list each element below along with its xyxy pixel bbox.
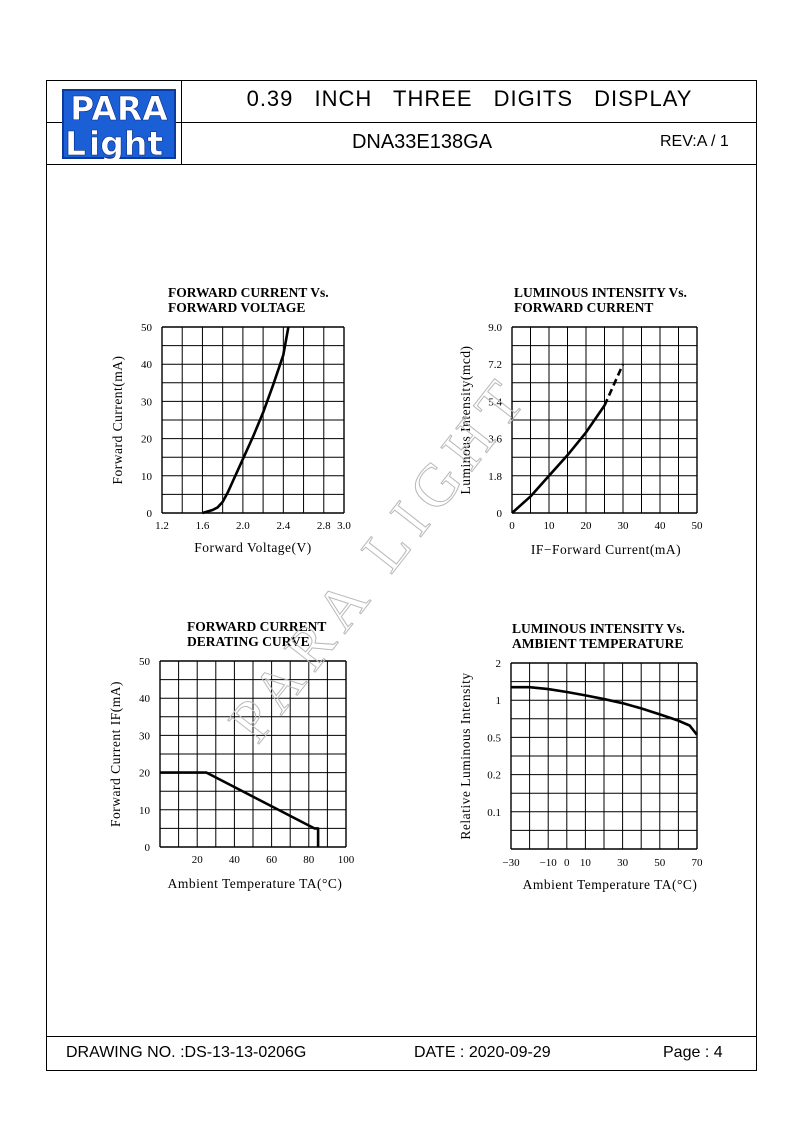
x-tick-label: 40 bbox=[655, 520, 667, 532]
x-axis-label: Ambient Temperature TA(°C) bbox=[523, 877, 698, 892]
x-tick-label: 0 bbox=[564, 857, 570, 869]
y-axis-label: Luminous Intensity(mcd) bbox=[458, 345, 473, 494]
series-line bbox=[160, 771, 320, 847]
x-tick-label: −30 bbox=[502, 857, 520, 869]
document-date: DATE : 2020-09-29 bbox=[414, 1044, 551, 1061]
document-title: 0.39 INCH THREE DIGITS DISPLAY bbox=[246, 86, 693, 111]
x-tick-label: 80 bbox=[303, 854, 315, 866]
x-tick-label: 50 bbox=[692, 520, 704, 532]
header-divider bbox=[46, 122, 757, 123]
y-tick-label: 0 bbox=[147, 508, 153, 520]
x-tick-label: 30 bbox=[618, 520, 630, 532]
x-axis-label: Ambient Temperature TA(°C) bbox=[168, 876, 343, 891]
series-line bbox=[202, 326, 290, 515]
x-tick-label: −10 bbox=[540, 857, 558, 869]
y-axis-label: Forward Current IF(mA) bbox=[108, 681, 123, 827]
x-tick-label: 3.0 bbox=[337, 520, 351, 532]
x-tick-label: 10 bbox=[544, 520, 556, 532]
chart-title-line: FORWARD CURRENT bbox=[514, 300, 653, 315]
chart-title-line: DERATING CURVE bbox=[187, 634, 310, 649]
y-tick-label: 20 bbox=[139, 768, 151, 780]
chart-title-line: FORWARD VOLTAGE bbox=[168, 300, 305, 315]
x-tick-label: 20 bbox=[192, 854, 204, 866]
y-tick-label: 5.4 bbox=[488, 396, 502, 408]
y-tick-label: 0 bbox=[145, 842, 151, 854]
x-tick-label: 2.4 bbox=[276, 520, 290, 532]
y-tick-label: 20 bbox=[141, 434, 153, 446]
y-tick-label: 0.1 bbox=[487, 807, 501, 819]
logo-divider bbox=[181, 80, 182, 164]
logo-text-top: PARA bbox=[70, 89, 168, 128]
y-tick-label: 0.2 bbox=[487, 770, 501, 782]
x-axis-label: IF−Forward Current(mA) bbox=[531, 542, 681, 557]
y-tick-label: 7.2 bbox=[488, 359, 502, 371]
x-tick-label: 50 bbox=[654, 857, 666, 869]
footer-top-line bbox=[46, 1036, 757, 1037]
drawing-number: DRAWING NO. :DS-13-13-0206G bbox=[66, 1044, 307, 1061]
chart-title-line: FORWARD CURRENT bbox=[187, 619, 326, 634]
y-tick-label: 10 bbox=[139, 805, 151, 817]
chart-title-line: FORWARD CURRENT Vs. bbox=[168, 285, 329, 300]
y-axis-label: Forward Current(mA) bbox=[110, 355, 125, 484]
revision-label: REV:A / 1 bbox=[660, 133, 729, 150]
x-tick-label: 40 bbox=[229, 854, 241, 866]
y-tick-label: 50 bbox=[139, 656, 151, 668]
x-tick-label: 1.6 bbox=[196, 520, 210, 532]
x-tick-label: 60 bbox=[266, 854, 278, 866]
series-line bbox=[511, 685, 699, 736]
x-tick-label: 1.2 bbox=[155, 520, 169, 532]
y-axis-label: Relative Luminous Intensity bbox=[458, 672, 473, 839]
series-line bbox=[511, 404, 606, 514]
x-tick-label: 0 bbox=[509, 520, 515, 532]
page-number: Page : 4 bbox=[663, 1044, 723, 1061]
y-tick-label: 1.8 bbox=[488, 471, 502, 483]
logo-letter-l: L bbox=[65, 124, 86, 159]
chart-title-line: AMBIENT TEMPERATURE bbox=[512, 636, 683, 651]
x-axis-label: Forward Voltage(V) bbox=[194, 540, 312, 555]
x-tick-label: 2.0 bbox=[236, 520, 250, 532]
y-tick-label: 40 bbox=[141, 359, 153, 371]
y-tick-label: 0.5 bbox=[487, 732, 501, 744]
y-tick-label: 0 bbox=[497, 508, 503, 520]
y-tick-label: 10 bbox=[141, 471, 153, 483]
y-tick-label: 30 bbox=[141, 396, 153, 408]
x-tick-label: 20 bbox=[581, 520, 593, 532]
header-bottom-line bbox=[46, 164, 757, 165]
page-frame bbox=[46, 80, 757, 1071]
x-tick-label: 2.8 bbox=[317, 520, 331, 532]
x-tick-label: 10 bbox=[580, 857, 592, 869]
y-tick-label: 30 bbox=[139, 730, 151, 742]
paralight-logo: PARA L ight bbox=[62, 89, 176, 159]
chart-title-line: LUMINOUS INTENSITY Vs. bbox=[512, 621, 685, 636]
chart-title-line: LUMINOUS INTENSITY Vs. bbox=[514, 285, 687, 300]
model-number: DNA33E138GA bbox=[351, 131, 493, 153]
x-tick-label: 100 bbox=[338, 854, 355, 866]
y-tick-label: 2 bbox=[496, 658, 502, 670]
logo-text-bottom: ight bbox=[89, 124, 163, 159]
y-tick-label: 40 bbox=[139, 693, 151, 705]
x-tick-label: 70 bbox=[692, 857, 704, 869]
y-tick-label: 50 bbox=[141, 322, 153, 334]
y-tick-label: 9.0 bbox=[488, 322, 502, 334]
y-tick-label: 3.6 bbox=[488, 434, 502, 446]
y-tick-label: 1 bbox=[496, 695, 502, 707]
x-tick-label: 30 bbox=[617, 857, 629, 869]
series-line-dashed bbox=[603, 363, 625, 407]
